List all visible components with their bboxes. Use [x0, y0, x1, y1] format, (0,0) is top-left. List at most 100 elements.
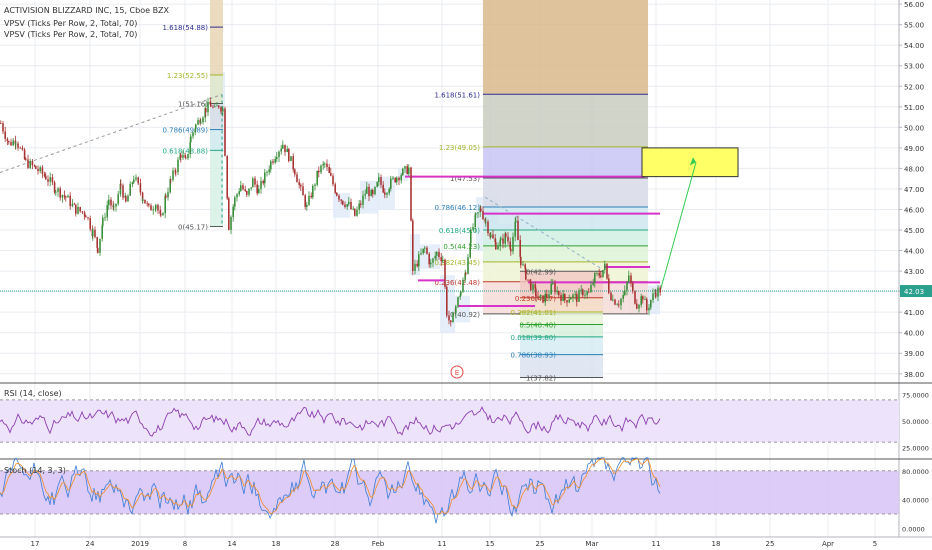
candle-body	[83, 212, 86, 216]
price-axis-label-2: 54.00	[904, 42, 924, 50]
candle-body	[246, 190, 248, 195]
candle-body	[205, 108, 207, 113]
candle-body	[282, 144, 284, 149]
candle-body	[146, 203, 148, 205]
volume-profile-box-1	[333, 193, 350, 218]
candle-body	[139, 183, 142, 193]
time-axis-label-10: 25	[536, 540, 545, 548]
price-axis-label-10: 46.00	[904, 206, 924, 214]
candle-body	[332, 175, 334, 185]
candle-body	[548, 294, 550, 298]
candle-body	[477, 212, 479, 214]
candle-body	[580, 289, 582, 291]
candle-body	[274, 158, 276, 163]
candle-body	[31, 161, 34, 166]
candle-body	[657, 287, 659, 297]
price-axis-bg	[899, 0, 932, 550]
fib-right-label-4: 0.618(45.0)	[439, 227, 480, 235]
time-axis-label-5: 18	[272, 540, 281, 548]
rsi-line	[0, 406, 661, 437]
candle-body	[127, 195, 129, 202]
rsi-axis-label-1: 50.0000	[902, 418, 929, 426]
candle-body	[268, 169, 270, 173]
candle-body	[328, 167, 330, 173]
candle-body	[15, 143, 17, 145]
candle-body	[39, 167, 41, 172]
candle-body	[81, 211, 84, 213]
candle-body	[214, 106, 216, 108]
fib-left-zone-0	[210, 0, 223, 75]
candle-body	[402, 168, 404, 176]
candle-body	[119, 183, 122, 195]
candle-body	[618, 304, 620, 306]
candle-body	[137, 177, 139, 184]
time-axis-label-14: 25	[766, 540, 775, 548]
price-axis-label-9: 47.00	[904, 186, 924, 194]
price-axis-label-15: 41.00	[904, 309, 924, 317]
price-axis-label-1: 55.00	[904, 22, 924, 30]
projection-arrowhead	[690, 157, 696, 166]
candle-body	[120, 183, 122, 186]
candle-body	[306, 204, 308, 207]
candle-body	[252, 178, 254, 188]
candle-body	[318, 170, 320, 173]
candle-body	[537, 296, 539, 298]
candle-body	[278, 151, 280, 158]
candle-body	[35, 166, 37, 169]
candle-body	[552, 282, 554, 284]
candle-body	[422, 248, 424, 254]
candle-body	[338, 195, 340, 200]
candle-body	[160, 213, 162, 216]
candle-body	[272, 161, 274, 163]
candle-body	[594, 273, 596, 283]
candle-body	[288, 149, 290, 162]
candle-body	[470, 229, 472, 244]
candle-body	[504, 233, 506, 244]
candle-body	[655, 292, 657, 297]
candle-body	[614, 299, 616, 305]
fib-left-zone-1	[210, 74, 223, 104]
candle-body	[560, 295, 562, 301]
candle-body	[507, 236, 509, 242]
candle-body	[122, 185, 124, 198]
candle-body	[382, 184, 384, 193]
candle-body	[228, 198, 230, 230]
candle-body	[220, 107, 222, 112]
fib-left-label-4: 0.618(48.88)	[162, 147, 208, 155]
candle-body	[135, 177, 137, 180]
candle-body	[400, 175, 402, 181]
candle-body	[314, 184, 316, 186]
candle-body	[174, 170, 176, 172]
rsi-pane-label: RSI (14, close)	[4, 389, 62, 398]
candle-body	[79, 206, 81, 212]
fib-mid-label-5: 0.786(38.93)	[510, 352, 556, 360]
candle-body	[544, 294, 546, 303]
fib-right-label-7: 0.236(42.48)	[434, 279, 480, 287]
candle-body	[266, 172, 268, 174]
volume-profile-box-5	[410, 234, 420, 276]
candle-body	[336, 192, 338, 196]
candle-body	[510, 248, 512, 252]
rsi-axis-label-0: 75.0000	[902, 392, 929, 400]
candle-body	[262, 180, 264, 184]
stoch-axis-label-2: 0.0000	[902, 525, 925, 533]
fib-left-zone-4	[210, 150, 223, 227]
candle-body	[162, 213, 164, 216]
candle-body	[250, 187, 252, 189]
candle-body	[529, 279, 531, 283]
symbol-title: ACTIVISION BLIZZARD INC, 15, Cboe BZX	[4, 6, 170, 15]
candle-body	[270, 161, 272, 170]
candle-body	[300, 184, 302, 187]
candle-body	[189, 142, 191, 155]
candle-body	[92, 229, 94, 237]
fib-mid-label-3: 0.5(40.40)	[519, 321, 556, 329]
candle-body	[588, 291, 590, 293]
candle-body	[436, 251, 438, 256]
candle-body	[562, 294, 564, 301]
fib-right-label-8: 0(40.92)	[450, 311, 480, 319]
price-axis-label-4: 52.00	[904, 83, 924, 91]
candle-body	[298, 182, 300, 185]
candle-body	[630, 275, 632, 284]
candle-body	[464, 273, 466, 280]
